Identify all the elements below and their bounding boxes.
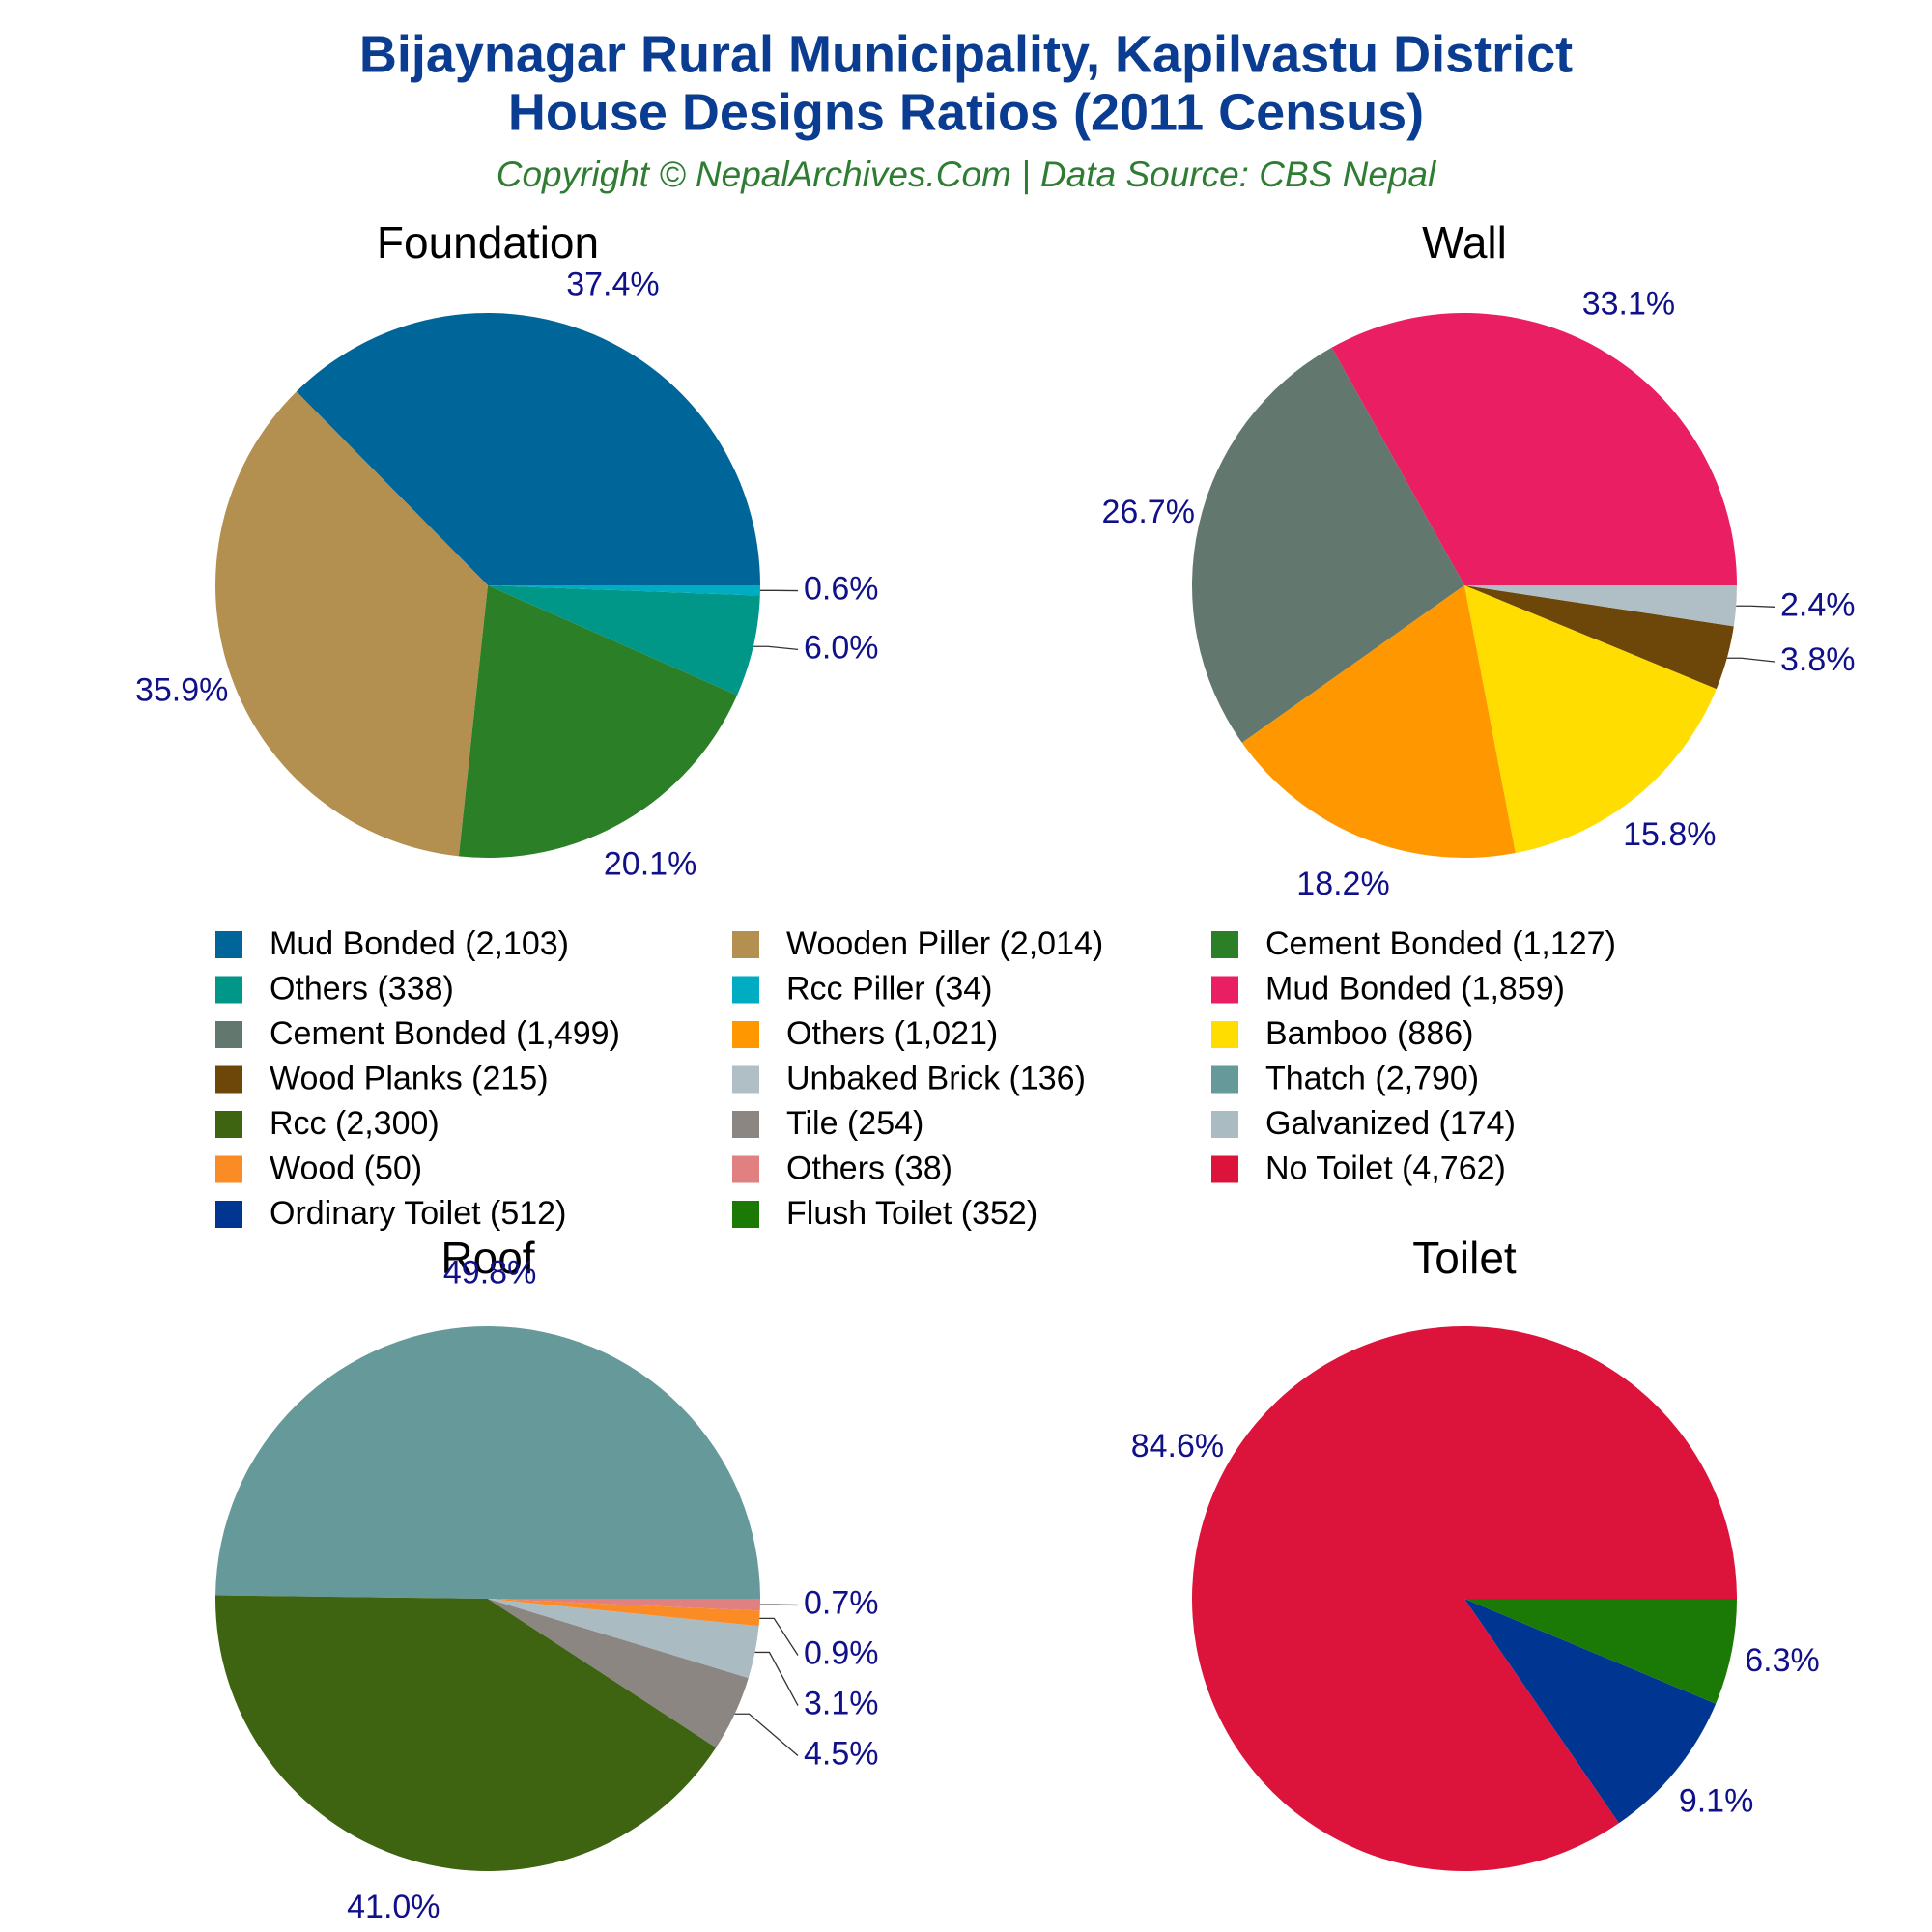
legend-label: Ordinary Toilet (512): [270, 1195, 566, 1232]
pie-slice: [488, 585, 760, 596]
pie-slice: [215, 1325, 760, 1599]
leader-line: [1736, 605, 1776, 608]
legend-swatch: [215, 931, 242, 958]
data-label: 41.0%: [347, 1889, 440, 1925]
pie-slice: [488, 1599, 760, 1611]
legend-label: Cement Bonded (1,499): [270, 1015, 620, 1052]
legend-label: Unbaked Brick (136): [786, 1060, 1086, 1096]
data-label: 33.1%: [1582, 286, 1675, 323]
pie-slice: [1331, 312, 1737, 585]
pie-title: Foundation: [377, 217, 599, 268]
pie-slice: [488, 1599, 749, 1748]
data-label: 84.6%: [1131, 1428, 1224, 1464]
legend-label: Others (38): [786, 1150, 952, 1186]
legend-swatch: [732, 976, 759, 1004]
legend-label: Wood Planks (215): [270, 1060, 549, 1096]
legend-label: Others (1,021): [786, 1015, 998, 1052]
legend-swatch: [732, 1111, 759, 1138]
legend-swatch: [215, 1201, 242, 1228]
pie-slice: [296, 313, 760, 585]
data-label: 6.0%: [804, 629, 879, 666]
data-label: 6.3%: [1745, 1642, 1820, 1679]
data-label: 26.7%: [1102, 494, 1195, 530]
pie-slice: [1464, 1599, 1717, 1824]
legend-swatch: [215, 1111, 242, 1138]
leader-line: [1726, 657, 1776, 663]
legend-label: Flush Toilet (352): [786, 1195, 1037, 1232]
data-label: 49.8%: [443, 1254, 536, 1291]
legend-swatch: [1211, 1021, 1238, 1048]
pie-slice: [1241, 585, 1516, 858]
legend-label: Cement Bonded (1,127): [1265, 925, 1616, 962]
legend-swatch: [215, 1021, 242, 1048]
legend-label: Rcc (2,300): [270, 1105, 440, 1142]
legend-label: Mud Bonded (1,859): [1265, 970, 1565, 1007]
pie-slice: [488, 1599, 760, 1627]
legend-label: Wooden Piller (2,014): [786, 925, 1103, 962]
legend-label: Wood (50): [270, 1150, 422, 1186]
pie-slice: [488, 1599, 759, 1679]
legend-swatch: [215, 976, 242, 1004]
pie-slice: [458, 585, 738, 858]
legend-swatch: [1211, 1111, 1238, 1138]
pie-slice: [215, 391, 488, 857]
leader-line: [734, 1713, 799, 1757]
data-label: 9.1%: [1679, 1782, 1754, 1819]
data-label: 35.9%: [135, 672, 228, 709]
legend-label: Bamboo (886): [1265, 1015, 1473, 1052]
legend-label: Tile (254): [786, 1105, 923, 1142]
legend-swatch: [732, 1065, 759, 1094]
legend-swatch: [1211, 1065, 1238, 1094]
pie-slice: [214, 1595, 717, 1872]
data-label: 0.9%: [804, 1634, 879, 1671]
pie-slice: [1464, 585, 1717, 854]
data-label: 3.1%: [804, 1685, 879, 1721]
legend-label: Galvanized (174): [1265, 1105, 1516, 1142]
pie-slice: [488, 585, 760, 696]
chart-subtitle: Copyright © NepalArchives.Com | Data Sou…: [497, 155, 1437, 194]
data-label: 0.6%: [804, 571, 879, 608]
data-label: 4.5%: [804, 1735, 879, 1772]
data-label: 15.8%: [1623, 816, 1716, 853]
pie-slice: [1464, 585, 1734, 690]
legend-label: Thatch (2,790): [1265, 1060, 1479, 1096]
pie-slice: [1191, 347, 1464, 743]
legend-swatch: [215, 1065, 242, 1094]
legend-swatch: [732, 1155, 759, 1183]
legend-swatch: [1211, 976, 1238, 1004]
legend-label: Others (338): [270, 970, 454, 1007]
legend-swatch: [1211, 931, 1238, 958]
legend-swatch: [1211, 1155, 1238, 1183]
legend-label: Mud Bonded (2,103): [270, 925, 569, 962]
chart-title: House Designs Ratios (2011 Census): [508, 83, 1424, 141]
legend-swatch: [732, 1201, 759, 1228]
leader-line: [759, 1617, 799, 1656]
legend-swatch: [215, 1155, 242, 1183]
data-label: 3.8%: [1780, 641, 1856, 678]
chart-title: Bijaynagar Rural Municipality, Kapilvast…: [359, 25, 1573, 83]
pie-title: Wall: [1422, 217, 1507, 268]
legend-swatch: [732, 931, 759, 958]
legend-swatch: [732, 1021, 759, 1048]
data-label: 20.1%: [604, 845, 696, 882]
data-label: 0.7%: [804, 1584, 879, 1621]
leader-line: [754, 1651, 799, 1706]
pie-slice: [1464, 1599, 1738, 1704]
leader-line: [753, 645, 799, 651]
legend-label: No Toilet (4,762): [1265, 1150, 1506, 1186]
legend-label: Rcc Piller (34): [786, 970, 992, 1007]
pie-title: Toilet: [1412, 1233, 1517, 1283]
pie-slice: [1464, 585, 1738, 627]
data-label: 37.4%: [566, 266, 659, 302]
pie-slice: [1192, 1325, 1738, 1871]
data-label: 2.4%: [1780, 586, 1856, 623]
pie-title: Roof: [440, 1233, 534, 1283]
data-label: 18.2%: [1296, 866, 1389, 902]
